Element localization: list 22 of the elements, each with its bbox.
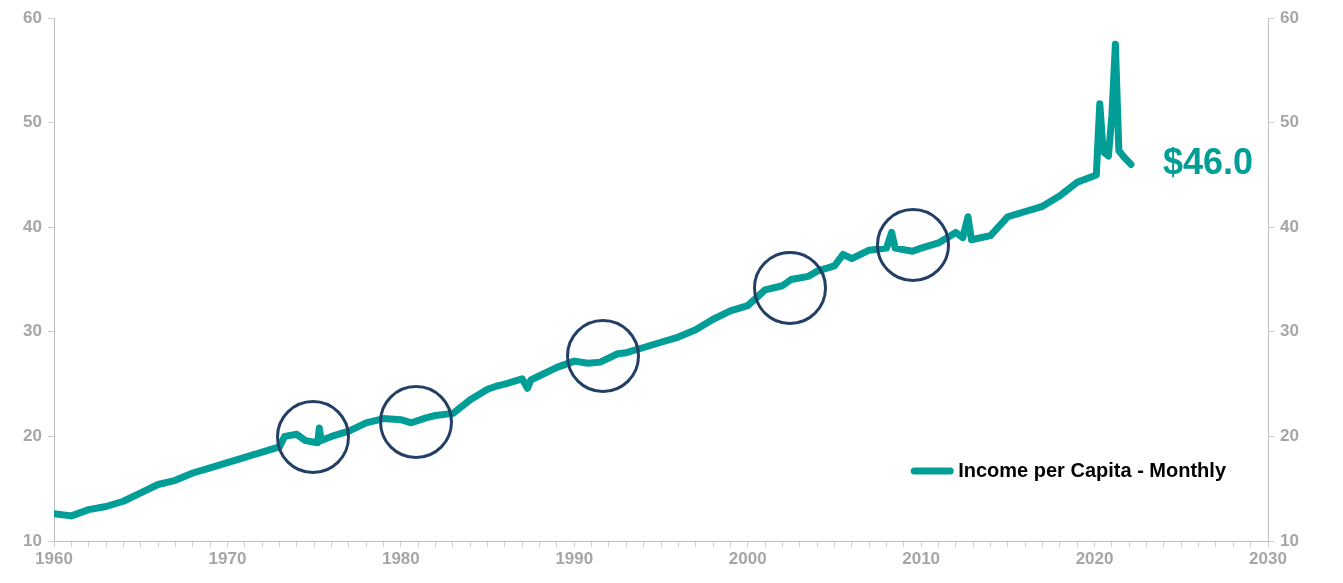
y2-tick-label: 20	[1280, 426, 1299, 446]
y2-tick-label: 50	[1280, 112, 1299, 132]
y-tick-label: 50	[23, 112, 42, 132]
y2-tick-label: 30	[1280, 321, 1299, 341]
x-tick-label: 2000	[728, 548, 767, 568]
legend-label: Income per Capita - Monthly	[958, 458, 1227, 481]
y-tick-label: 20	[23, 426, 42, 446]
x-tick-label: 1970	[208, 548, 247, 568]
annotation: $46.0	[1162, 141, 1254, 183]
y2-tick-label: 60	[1280, 7, 1299, 27]
y-tick-label: 60	[23, 7, 42, 27]
x-tick-label: 2030	[1249, 548, 1287, 568]
y-tick-label: 40	[23, 216, 42, 236]
y-tick-label: 10	[23, 530, 42, 550]
y2-tick-label: 40	[1280, 216, 1299, 236]
x-tick-label: 2010	[902, 548, 941, 568]
y2-tick-label: 10	[1280, 530, 1299, 550]
x-tick-label: 1990	[555, 548, 594, 568]
y-tick-label: 30	[23, 321, 42, 341]
x-tick-label: 1960	[35, 548, 73, 568]
x-tick-label: 2020	[1075, 548, 1114, 568]
x-tick-label: 1980	[381, 548, 420, 568]
